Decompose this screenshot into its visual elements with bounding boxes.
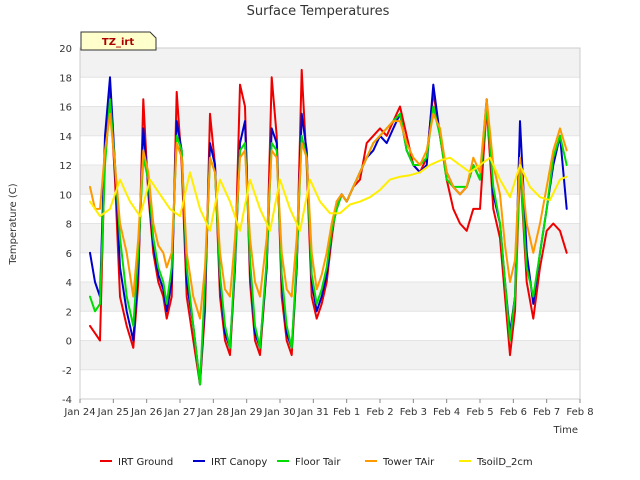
- y-tick-label: 4: [66, 278, 72, 289]
- plot-frame: [79, 47, 581, 400]
- chart-title: Surface Temperatures: [247, 4, 390, 19]
- badge: TZ_irt: [80, 31, 157, 51]
- y-tick-label: -2: [62, 366, 72, 377]
- y-tick-label: 0: [66, 337, 72, 348]
- x-tick-label: Jan 31: [297, 407, 329, 418]
- plot-background: [80, 48, 580, 399]
- badge-label: TZ_irt: [102, 37, 134, 48]
- grid-band: [80, 311, 580, 341]
- grid-band: [80, 77, 580, 107]
- y-axis-ticks: -4 -2 0 2 4 6 8 10 12 14 16 18 20: [59, 44, 72, 406]
- x-tick-label: Feb 3: [400, 407, 427, 418]
- grid-band: [80, 194, 580, 224]
- grid-band: [80, 340, 580, 370]
- y-axis-label: Temperature (C): [8, 183, 19, 265]
- y-tick-label: 10: [59, 190, 72, 201]
- y-tick-label: 18: [59, 73, 72, 84]
- y-tick-label: 12: [59, 161, 72, 172]
- y-tick-label: 14: [59, 132, 72, 143]
- grid-band: [80, 369, 580, 399]
- legend-item: Tower TAir: [365, 457, 435, 468]
- series-line-tower-tair: [89, 98, 568, 320]
- legend-label: Tower TAir: [382, 457, 435, 468]
- legend-label: IRT Ground: [118, 457, 173, 468]
- y-tick-label: 6: [66, 249, 72, 260]
- y-tick-label: 20: [59, 44, 72, 55]
- legend-label: IRT Canopy: [211, 457, 267, 468]
- grid-band: [80, 48, 580, 78]
- legend-label: TsoilD_2cm: [476, 457, 533, 468]
- y-tick-label: 2: [66, 307, 72, 318]
- x-tick-label: Feb 2: [366, 407, 393, 418]
- legend-item: IRT Canopy: [193, 457, 267, 468]
- legend: IRT Ground IRT Canopy Floor Tair Tower TAir…: [100, 457, 533, 468]
- x-tick-label: Feb 8: [566, 407, 593, 418]
- legend-item: Floor Tair: [277, 457, 341, 468]
- x-tick-label: Feb 7: [533, 407, 560, 418]
- x-tick-label: Jan 26: [130, 407, 162, 418]
- x-tick-label: Feb 6: [500, 407, 527, 418]
- badge-box: [80, 31, 157, 51]
- x-tick-label: Jan 27: [163, 407, 195, 418]
- y-tick-label: -4: [62, 395, 72, 406]
- x-axis-label: Time: [553, 425, 578, 436]
- y-tick-label: 16: [59, 103, 72, 114]
- legend-label: Floor Tair: [295, 457, 341, 468]
- x-tick-label: Jan 28: [197, 407, 229, 418]
- x-tick-label: Feb 4: [433, 407, 460, 418]
- x-axis-ticks: Jan 24 Jan 25 Jan 26 Jan 27 Jan 28 Jan 29 Jan …: [63, 399, 594, 418]
- legend-item: IRT Ground: [100, 457, 173, 468]
- x-tick-label: Jan 24: [63, 407, 95, 418]
- grid-band: [80, 106, 580, 136]
- grid-band: [80, 135, 580, 165]
- series-layer: [89, 68, 568, 386]
- x-tick-label: Jan 25: [97, 407, 129, 418]
- series-line-tsoild-2cm: [89, 156, 568, 232]
- legend-item: TsoilD_2cm: [459, 457, 533, 468]
- x-tick-label: Jan 30: [263, 407, 295, 418]
- x-tick-label: Jan 29: [230, 407, 262, 418]
- x-tick-label: Feb 5: [466, 407, 493, 418]
- x-tick-label: Feb 1: [333, 407, 360, 418]
- y-tick-label: 8: [66, 220, 72, 231]
